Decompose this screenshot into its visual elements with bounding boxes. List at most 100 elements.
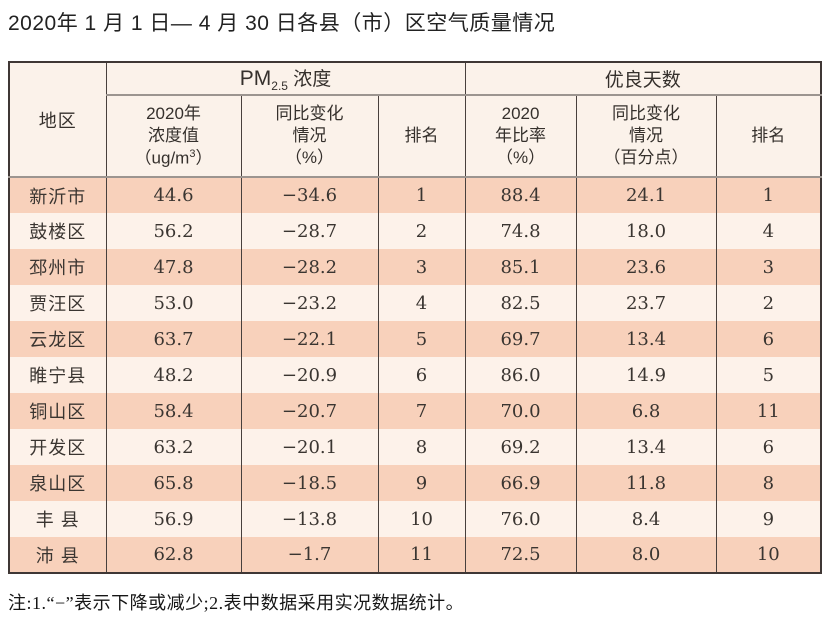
pm-rank-cell: 9 bbox=[377, 465, 466, 501]
pm-change-cell: −13.8 bbox=[240, 501, 379, 537]
region-column-header: 地区 bbox=[8, 62, 107, 178]
region-cell: 沛 县 bbox=[8, 537, 107, 573]
good-rank-cell: 4 bbox=[715, 213, 822, 249]
table-header: 地区 PM2.5 浓度 优良天数 2020年 浓度值 （ug/m3） 同比变化 … bbox=[8, 62, 822, 178]
table-row: 沛 县 62.8 −1.7 11 72.5 8.0 10 bbox=[8, 537, 822, 573]
good-rate-cell: 66.9 bbox=[464, 465, 577, 501]
good-rate-cell: 69.2 bbox=[464, 429, 577, 465]
pm-change-cell: −34.6 bbox=[240, 177, 379, 213]
pm-change-cell: −22.1 bbox=[240, 321, 379, 357]
pm-value-cell: 53.0 bbox=[105, 285, 242, 321]
good-change-header-line1: 同比变化 bbox=[612, 103, 681, 123]
good-change-column-header: 同比变化 情况 （百分点） bbox=[575, 95, 717, 178]
group-header-row: 地区 PM2.5 浓度 优良天数 bbox=[8, 62, 822, 178]
good-change-cell: 6.8 bbox=[575, 393, 717, 429]
pm-change-header-line3: （%） bbox=[284, 148, 335, 168]
pm-rank-cell: 2 bbox=[377, 213, 466, 249]
good-change-cell: 18.0 bbox=[575, 213, 717, 249]
pm-value-cell: 65.8 bbox=[105, 465, 242, 501]
good-change-cell: 13.4 bbox=[575, 429, 717, 465]
region-cell: 新沂市 bbox=[8, 177, 107, 213]
pm-value-cell: 44.6 bbox=[105, 177, 242, 213]
sub-header-row: 2020年 浓度值 （ug/m3） 同比变化 情况 （%） 排名 2020 年比… bbox=[9, 95, 822, 178]
table-row: 鼓楼区 56.2 −28.7 2 74.8 18.0 4 bbox=[8, 213, 822, 249]
good-rank-column-header: 排名 bbox=[715, 95, 822, 178]
pm-change-cell: −20.9 bbox=[240, 357, 379, 393]
good-change-cell: 14.9 bbox=[575, 357, 717, 393]
table-row: 丰 县 56.9 −13.8 10 76.0 8.4 9 bbox=[8, 501, 822, 537]
pm-change-cell: −1.7 bbox=[240, 537, 379, 573]
pm-value-column-header: 2020年 浓度值 （ug/m3） bbox=[105, 95, 242, 178]
footnote: 注:1.“−”表示下降或减少;2.表中数据采用实况数据统计。 bbox=[8, 593, 465, 613]
pm-rank-cell: 4 bbox=[377, 285, 466, 321]
good-rank-cell: 6 bbox=[715, 321, 822, 357]
pm-change-cell: −28.2 bbox=[240, 249, 379, 285]
table-row: 睢宁县 48.2 −20.9 6 86.0 14.9 5 bbox=[8, 357, 822, 393]
region-cell: 睢宁县 bbox=[8, 357, 107, 393]
pm-rank-cell: 3 bbox=[377, 249, 466, 285]
good-change-header-line3: （百分点） bbox=[603, 148, 689, 168]
pm-value-cell: 63.7 bbox=[105, 321, 242, 357]
good-rate-cell: 72.5 bbox=[464, 537, 577, 573]
pm-rank-cell: 11 bbox=[377, 537, 466, 573]
good-rank-cell: 11 bbox=[715, 393, 822, 429]
good-rank-cell: 3 bbox=[715, 249, 822, 285]
good-rate-cell: 86.0 bbox=[464, 357, 577, 393]
pm-change-cell: −20.7 bbox=[240, 393, 379, 429]
pm-change-cell: −28.7 bbox=[240, 213, 379, 249]
good-rate-header-line1: 2020 bbox=[501, 103, 540, 123]
table-row: 开发区 63.2 −20.1 8 69.2 13.4 6 bbox=[8, 429, 822, 465]
good-rate-cell: 76.0 bbox=[464, 501, 577, 537]
good-rate-cell: 82.5 bbox=[464, 285, 577, 321]
pm-change-cell: −18.5 bbox=[240, 465, 379, 501]
table-row: 云龙区 63.7 −22.1 5 69.7 13.4 6 bbox=[8, 321, 822, 357]
pm25-label-suffix: 浓度 bbox=[287, 69, 332, 91]
pm-rank-cell: 6 bbox=[377, 357, 466, 393]
region-cell: 邳州市 bbox=[8, 249, 107, 285]
pm25-label-prefix: PM bbox=[239, 67, 272, 91]
pm-value-cell: 47.8 bbox=[105, 249, 242, 285]
table-row: 铜山区 58.4 −20.7 7 70.0 6.8 11 bbox=[8, 393, 822, 429]
good-rate-cell: 70.0 bbox=[464, 393, 577, 429]
pm-rank-cell: 10 bbox=[377, 501, 466, 537]
page-title: 2020年 1 月 1 日— 4 月 30 日各县（市）区空气质量情况 bbox=[8, 12, 556, 35]
pm-rank-cell: 8 bbox=[377, 429, 466, 465]
pm-value-header-unit-close: ） bbox=[195, 148, 213, 168]
pm-value-header-line1: 2020年 bbox=[146, 103, 201, 123]
good-change-cell: 8.4 bbox=[575, 501, 717, 537]
good-change-cell: 23.6 bbox=[575, 249, 717, 285]
good-change-cell: 24.1 bbox=[575, 177, 717, 213]
good-rank-cell: 10 bbox=[715, 537, 822, 573]
table-row: 泉山区 65.8 −18.5 9 66.9 11.8 8 bbox=[8, 465, 822, 501]
good-change-cell: 8.0 bbox=[575, 537, 717, 573]
table-row: 邳州市 47.8 −28.2 3 85.1 23.6 3 bbox=[8, 249, 822, 285]
pm-change-header-line1: 同比变化 bbox=[275, 103, 344, 123]
pm-value-cell: 63.2 bbox=[105, 429, 242, 465]
pm-change-cell: −20.1 bbox=[240, 429, 379, 465]
good-rank-cell: 8 bbox=[715, 465, 822, 501]
pm-change-column-header: 同比变化 情况 （%） bbox=[240, 95, 379, 178]
region-cell: 泉山区 bbox=[8, 465, 107, 501]
pm-value-cell: 48.2 bbox=[105, 357, 242, 393]
good-rate-cell: 85.1 bbox=[464, 249, 577, 285]
pm-value-header-unit-sup: 3 bbox=[189, 147, 196, 160]
good-change-header-line2: 情况 bbox=[629, 125, 664, 145]
good-rate-cell: 74.8 bbox=[464, 213, 577, 249]
pm-change-cell: −23.2 bbox=[240, 285, 379, 321]
region-cell: 开发区 bbox=[8, 429, 107, 465]
table-row: 新沂市 44.6 −34.6 1 88.4 24.1 1 bbox=[8, 177, 822, 213]
good-rank-cell: 5 bbox=[715, 357, 822, 393]
pm25-label-subscript: 2.5 bbox=[271, 78, 288, 93]
pm25-group-header: PM2.5 浓度 bbox=[105, 62, 466, 96]
pm-value-cell: 58.4 bbox=[105, 393, 242, 429]
good-change-cell: 23.7 bbox=[575, 285, 717, 321]
good-rank-cell: 9 bbox=[715, 501, 822, 537]
table-row: 贾汪区 53.0 −23.2 4 82.5 23.7 2 bbox=[8, 285, 822, 321]
air-quality-table: 地区 PM2.5 浓度 优良天数 2020年 浓度值 （ug/m3） 同比变化 … bbox=[8, 61, 823, 574]
good-rate-header-line3: （%） bbox=[495, 148, 546, 168]
table-body: 新沂市 44.6 −34.6 1 88.4 24.1 1 鼓楼区 56.2 −2… bbox=[8, 177, 822, 573]
good-rank-cell: 1 bbox=[715, 177, 822, 213]
good-rank-cell: 2 bbox=[715, 285, 822, 321]
pm-change-header-line2: 情况 bbox=[292, 125, 327, 145]
good-days-group-header: 优良天数 bbox=[464, 62, 822, 96]
